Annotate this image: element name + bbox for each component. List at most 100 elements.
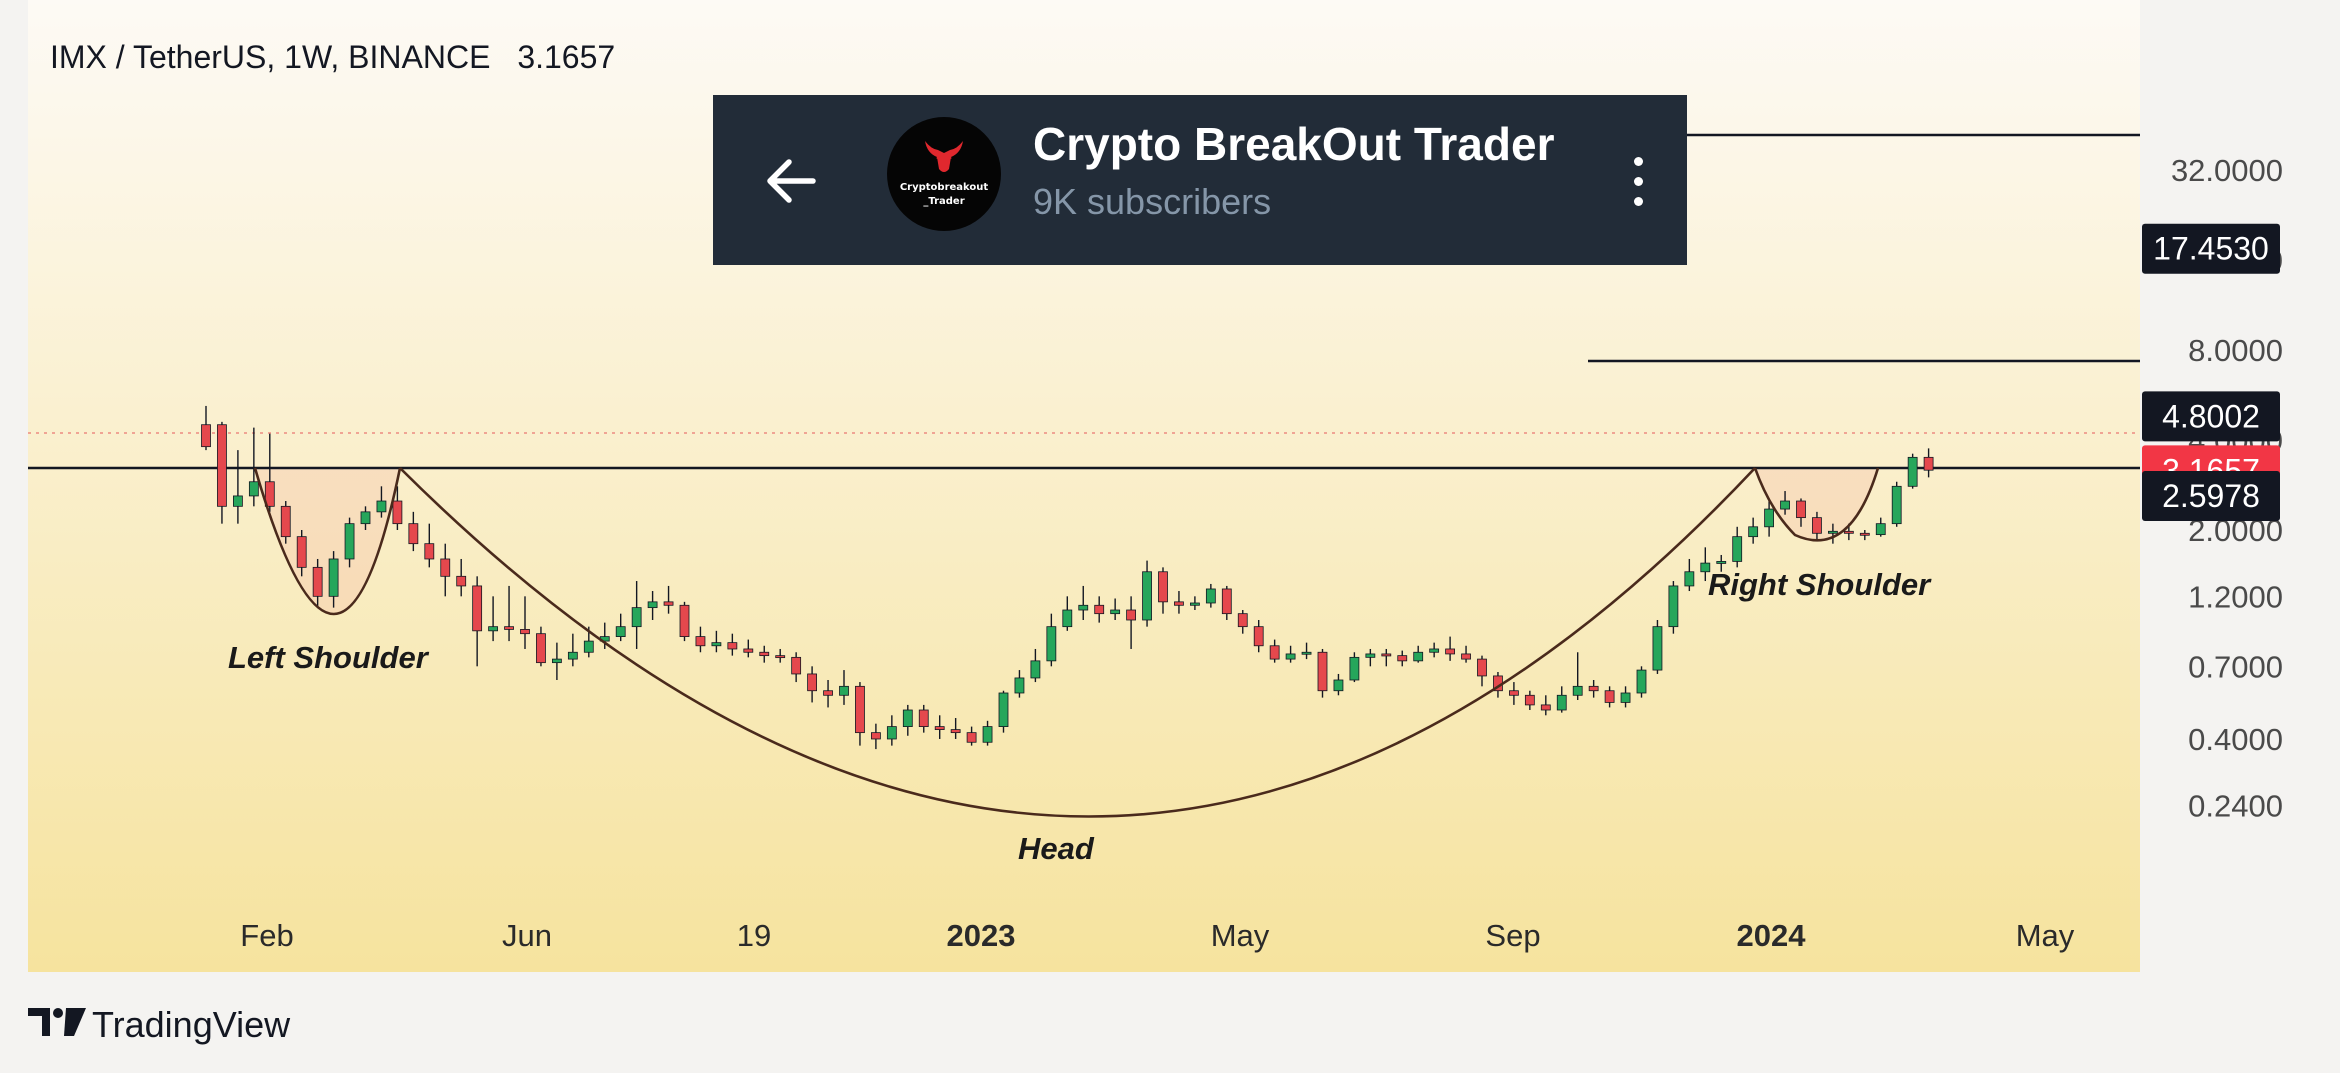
candle xyxy=(1461,645,1471,663)
y-tick-label: 8.0000 xyxy=(2188,333,2283,368)
candle xyxy=(1030,648,1041,683)
x-tick-label: Jun xyxy=(502,918,552,953)
candle xyxy=(1604,686,1615,708)
candle xyxy=(456,558,467,597)
candle xyxy=(1221,585,1232,620)
x-tick-label: 2023 xyxy=(947,918,1016,953)
candle xyxy=(1078,585,1089,620)
channel-avatar[interactable]: Cryptobreakout _Trader xyxy=(887,117,1001,231)
candle xyxy=(552,642,562,680)
candle xyxy=(679,601,690,642)
candle xyxy=(1732,526,1743,568)
candle xyxy=(1796,498,1806,527)
candle xyxy=(424,523,435,568)
annotation-head: Head xyxy=(1018,831,1095,866)
candle xyxy=(232,450,243,524)
candle xyxy=(615,613,626,642)
candle xyxy=(1636,666,1647,698)
candle xyxy=(918,704,929,733)
candle xyxy=(1620,686,1631,708)
candle xyxy=(743,639,754,658)
chart-symbol: IMX / TetherUS, 1W, BINANCE xyxy=(50,39,490,75)
candle xyxy=(631,581,642,649)
candle xyxy=(775,648,786,663)
candle xyxy=(1317,648,1328,698)
channel-header: Cryptobreakout _Trader Crypto BreakOut T… xyxy=(713,95,1687,265)
candle xyxy=(217,421,227,524)
candle xyxy=(1237,610,1248,634)
x-tick-label: 2024 xyxy=(1737,918,1807,953)
candle xyxy=(520,596,530,649)
y-tick-label: 32.0000 xyxy=(2171,153,2283,188)
candle xyxy=(1716,554,1727,572)
avatar-text: Cryptobreakout _Trader xyxy=(899,182,989,207)
candle xyxy=(1333,673,1344,696)
gridlines xyxy=(28,133,2140,470)
candle xyxy=(1142,560,1152,627)
candle xyxy=(1764,498,1774,537)
candle xyxy=(839,670,849,705)
candle xyxy=(440,543,451,597)
subscriber-count: 9K subscribers xyxy=(1033,181,1272,222)
candle xyxy=(1046,613,1057,667)
candle xyxy=(759,645,770,663)
candle xyxy=(392,486,403,530)
candle xyxy=(1365,648,1376,667)
candle xyxy=(296,530,307,577)
candle xyxy=(950,718,961,739)
candle xyxy=(1875,517,1886,537)
candle xyxy=(807,666,817,703)
candle xyxy=(902,704,913,736)
annotation-left-shoulder: Left Shoulder xyxy=(228,640,430,675)
candle xyxy=(1381,648,1392,667)
candle xyxy=(1094,596,1105,623)
candle xyxy=(1158,567,1168,614)
candle xyxy=(1110,598,1121,620)
candle xyxy=(1014,670,1025,698)
candle xyxy=(1413,645,1424,663)
svg-text:17.4530: 17.4530 xyxy=(2153,231,2269,267)
candle xyxy=(1397,650,1408,667)
candle xyxy=(312,558,323,608)
candle xyxy=(360,506,371,530)
candle xyxy=(998,690,1009,733)
candle xyxy=(567,633,578,667)
candle xyxy=(408,511,419,552)
candle xyxy=(1301,642,1312,660)
candle xyxy=(1205,583,1216,608)
candle xyxy=(504,585,514,642)
back-button[interactable] xyxy=(753,143,829,219)
bull-logo-icon xyxy=(925,141,963,172)
x-tick-label: Sep xyxy=(1485,918,1540,953)
candle xyxy=(1126,596,1136,649)
candle xyxy=(248,427,259,507)
candle xyxy=(1891,481,1902,527)
candle xyxy=(1668,581,1679,634)
channel-name: Crypto BreakOut Trader xyxy=(1033,118,1555,170)
candle xyxy=(1524,690,1535,710)
price-label: 17.4530 xyxy=(2142,223,2280,274)
right-shoulder-curve xyxy=(1753,467,1880,542)
candle xyxy=(1907,453,1918,489)
candle xyxy=(264,433,275,512)
x-tick-label: May xyxy=(1211,918,1270,953)
candle xyxy=(1540,695,1551,716)
head-curve xyxy=(399,467,1756,818)
candle xyxy=(1588,679,1599,698)
x-tick-label: May xyxy=(2016,918,2075,953)
more-menu-button[interactable] xyxy=(1613,143,1663,219)
candle xyxy=(966,726,977,746)
candle xyxy=(711,630,722,653)
candle xyxy=(982,720,993,746)
tradingview-logo-icon[interactable] xyxy=(28,1006,86,1040)
candle xyxy=(1684,558,1695,592)
candle xyxy=(886,715,897,746)
price-label: 4.8002 xyxy=(2142,391,2280,442)
candle xyxy=(855,682,865,746)
candle xyxy=(344,517,355,568)
pattern-zone xyxy=(225,468,1878,817)
candle xyxy=(1700,547,1711,582)
candle xyxy=(536,626,546,667)
candle xyxy=(1748,517,1759,544)
tradingview-brand[interactable]: TradingView xyxy=(92,1004,291,1045)
